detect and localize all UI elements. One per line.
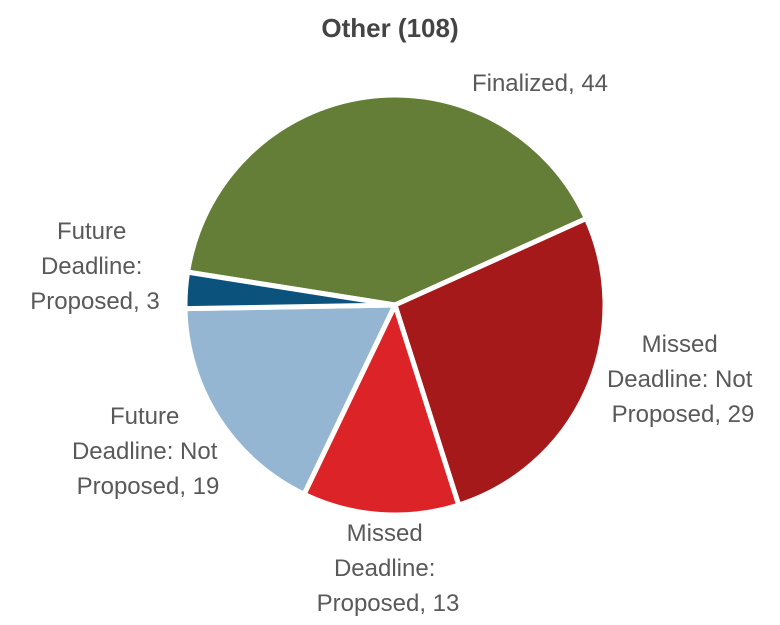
pie-slice [182,302,398,497]
pie-slice [301,302,462,518]
pie-slice [182,269,398,312]
chart-title: Other (108) [321,13,458,43]
slice-label: Future Deadline: Proposed, 3 [30,218,159,315]
pie-slice [392,215,608,508]
slice-label: Missed Deadline: Not Proposed, 29 [607,331,759,428]
slice-label: Missed Deadline: Proposed, 13 [317,520,460,617]
pie-slice [185,92,589,308]
slice-label: Future Deadline: Not Proposed, 19 [72,403,224,500]
slice-label: Finalized, 44 [472,70,608,97]
